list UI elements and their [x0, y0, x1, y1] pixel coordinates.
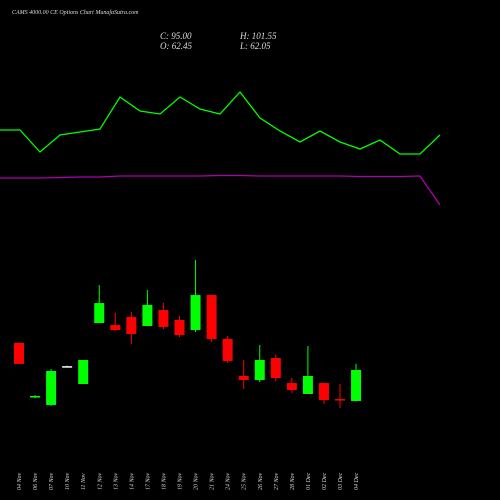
- candle-body: [270, 358, 281, 378]
- x-tick-label: 24 Nov: [225, 472, 232, 490]
- indicator-line: [0, 174, 441, 206]
- candle-body: [110, 325, 121, 330]
- candle-body: [254, 360, 265, 380]
- candle-body: [46, 371, 57, 405]
- candle-body: [78, 360, 89, 384]
- x-tick-label: 20 Nov: [194, 472, 200, 490]
- high-label: H: 101.55: [239, 31, 277, 41]
- candle-body: [318, 383, 329, 400]
- candle-body: [14, 342, 24, 364]
- x-tick-label: 06 Nov: [33, 472, 39, 490]
- x-tick-label: 02 Dec: [322, 473, 328, 490]
- x-tick-label: 17 Nov: [145, 472, 151, 490]
- candle-body: [206, 295, 217, 339]
- candle-body: [238, 376, 249, 380]
- candle-body: [302, 376, 313, 394]
- x-tick-label: 12 Nov: [97, 472, 103, 490]
- x-tick-label: 03 Dec: [338, 473, 344, 490]
- x-tick-label: 25 Nov: [242, 472, 248, 490]
- candle-body: [62, 366, 73, 368]
- x-tick-label: 04 Dec: [353, 473, 360, 490]
- candle-body: [126, 317, 137, 334]
- candle-body: [351, 370, 362, 401]
- x-tick-label: 10 Nov: [65, 472, 71, 490]
- close-label: C: 95.00: [160, 31, 192, 41]
- x-tick-label: 11 Nov: [81, 473, 87, 490]
- candle-body: [190, 295, 201, 330]
- x-tick-label: 13 Nov: [113, 472, 119, 490]
- candle-body: [94, 303, 105, 324]
- candle-body: [222, 338, 233, 361]
- candle-body: [30, 396, 41, 398]
- chart-title: CAMS 4000.00 CE Options Chart MunafaSutr…: [12, 9, 139, 16]
- candle-body: [158, 310, 169, 327]
- open-label: O: 62.45: [160, 41, 192, 51]
- x-tick-label: 19 Nov: [178, 472, 184, 490]
- candle-body: [286, 383, 297, 390]
- x-tick-label: 04 Nov: [16, 472, 23, 490]
- candle-body: [335, 399, 345, 401]
- x-tick-label: 01 Dec: [306, 473, 312, 490]
- x-tick-label: 28 Nov: [290, 472, 296, 490]
- x-tick-label: 27 Nov: [274, 472, 280, 490]
- x-tick-label: 21 Nov: [210, 472, 216, 490]
- candle-body: [142, 304, 153, 326]
- x-tick-label: 26 Nov: [258, 472, 264, 490]
- x-tick-label: 18 Nov: [161, 472, 167, 490]
- candle-body: [174, 320, 185, 336]
- low-label: L: 62.05: [239, 41, 271, 51]
- x-tick-label: 14 Nov: [128, 472, 135, 490]
- indicator-line: [0, 90, 441, 155]
- x-tick-label: 07 Nov: [49, 472, 55, 490]
